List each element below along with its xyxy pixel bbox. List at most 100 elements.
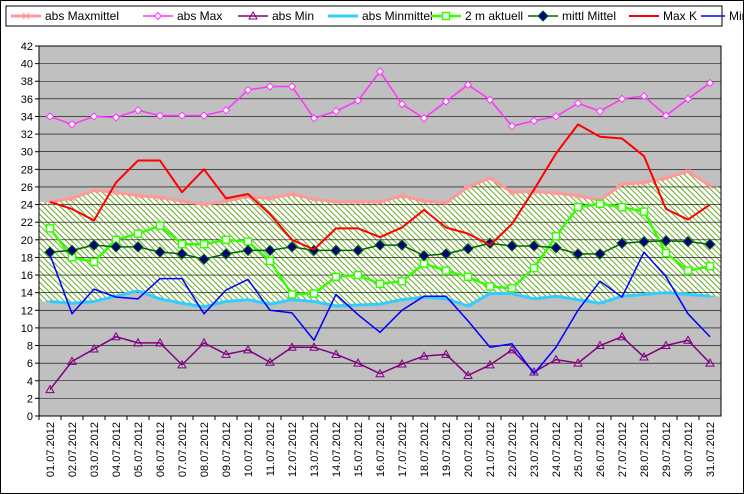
- data-point: [66, 244, 78, 257]
- x-tick-label: 17.07.2012: [397, 422, 409, 477]
- data-point: [353, 358, 363, 367]
- data-point: [595, 340, 605, 350]
- data-point: [397, 359, 407, 368]
- data-point: [330, 244, 342, 257]
- data-point: [683, 94, 693, 104]
- y-tick-label: 36: [21, 94, 33, 106]
- x-tick-label: 23.07.2012: [529, 422, 541, 477]
- data-point: [353, 270, 363, 280]
- x-tick-label: 29.07.2012: [661, 422, 673, 477]
- y-tick-label: 12: [21, 305, 33, 317]
- series-line-min-k: [49, 251, 711, 375]
- data-point: [683, 266, 693, 275]
- x-tick-label: 28.07.2012: [639, 422, 651, 477]
- series-mittl-mittel: [44, 234, 716, 265]
- data-point: [573, 202, 583, 212]
- data-point: [89, 344, 99, 353]
- data-point: [618, 180, 626, 188]
- data-point: [354, 198, 362, 206]
- data-point: [199, 111, 209, 120]
- y-tick-label: 22: [21, 217, 33, 229]
- data-point: [67, 120, 77, 129]
- data-point: [45, 224, 55, 233]
- data-point: [266, 195, 274, 202]
- data-point: [485, 359, 495, 369]
- data-point: [265, 256, 275, 266]
- x-tick-label: 05.07.2012: [133, 422, 145, 477]
- data-point: [529, 116, 539, 126]
- data-point: [661, 340, 671, 350]
- legend-label: Min K: [729, 9, 743, 23]
- data-point: [309, 289, 319, 298]
- data-point: [418, 249, 430, 262]
- data-point: [155, 221, 165, 230]
- data-point: [67, 356, 77, 365]
- data-point: [287, 290, 297, 299]
- data-point: [222, 197, 230, 205]
- data-point: [616, 237, 628, 250]
- data-point: [617, 202, 627, 212]
- x-tick-label: 30.07.2012: [683, 422, 695, 477]
- data-point: [529, 263, 539, 273]
- x-tick-label: 19.07.2012: [441, 422, 453, 477]
- y-tick-label: 28: [21, 164, 33, 176]
- data-point: [288, 190, 296, 198]
- data-point: [440, 248, 452, 260]
- series-abs-minmittel: [46, 289, 714, 309]
- data-point: [243, 237, 253, 246]
- data-point: [88, 239, 100, 251]
- data-point: [640, 179, 648, 186]
- y-tick-label: 10: [21, 323, 33, 335]
- legend-label: abs Maxmittel: [45, 9, 119, 23]
- data-point: [177, 359, 187, 369]
- data-point: [639, 351, 649, 361]
- x-tick-label: 06.07.2012: [155, 422, 167, 477]
- x-tick-label: 25.07.2012: [573, 422, 585, 477]
- x-tick-label: 02.07.2012: [67, 422, 79, 477]
- legend-entry-mittl-mittel: mittl Mittel: [528, 9, 616, 23]
- x-tick-label: 26.07.2012: [595, 422, 607, 477]
- data-point: [111, 113, 121, 122]
- y-tick-label: 20: [21, 235, 33, 247]
- data-point: [705, 358, 715, 367]
- data-point: [177, 111, 187, 120]
- data-point: [133, 106, 143, 115]
- data-point: [573, 358, 583, 367]
- data-point: [112, 188, 120, 196]
- series-line-max-k: [49, 123, 711, 251]
- x-tick-label: 27.07.2012: [617, 422, 629, 477]
- data-point: [287, 342, 297, 351]
- data-point: [45, 384, 55, 394]
- data-point: [353, 96, 363, 105]
- data-point: [376, 198, 384, 206]
- data-point: [441, 349, 451, 358]
- data-point: [463, 80, 473, 89]
- legend-label: abs Max: [177, 9, 222, 23]
- data-point: [134, 192, 142, 200]
- data-point: [310, 195, 318, 203]
- data-point: [507, 121, 517, 131]
- y-tick-label: 0: [27, 411, 33, 423]
- y-tick-label: 4: [27, 376, 33, 388]
- data-point: [331, 106, 341, 116]
- data-point: [574, 192, 582, 200]
- legend-entry-max-k: Max K: [629, 9, 697, 23]
- data-point: [154, 246, 166, 258]
- data-point: [286, 241, 298, 253]
- data-point: [156, 194, 164, 201]
- data-point: [551, 232, 561, 241]
- x-tick-label: 18.07.2012: [419, 422, 431, 477]
- legend-entry-min-k: Min K: [701, 9, 743, 23]
- data-point: [463, 272, 473, 282]
- series-max-k: [49, 123, 711, 251]
- legend-label: 2 m aktuell: [465, 9, 523, 23]
- data-point: [332, 198, 340, 206]
- data-point: [506, 240, 518, 252]
- data-point: [420, 197, 428, 205]
- data-point: [396, 239, 408, 251]
- data-point: [704, 238, 716, 250]
- data-point: [221, 235, 231, 245]
- legend-marker: [153, 11, 163, 21]
- data-point: [199, 239, 209, 249]
